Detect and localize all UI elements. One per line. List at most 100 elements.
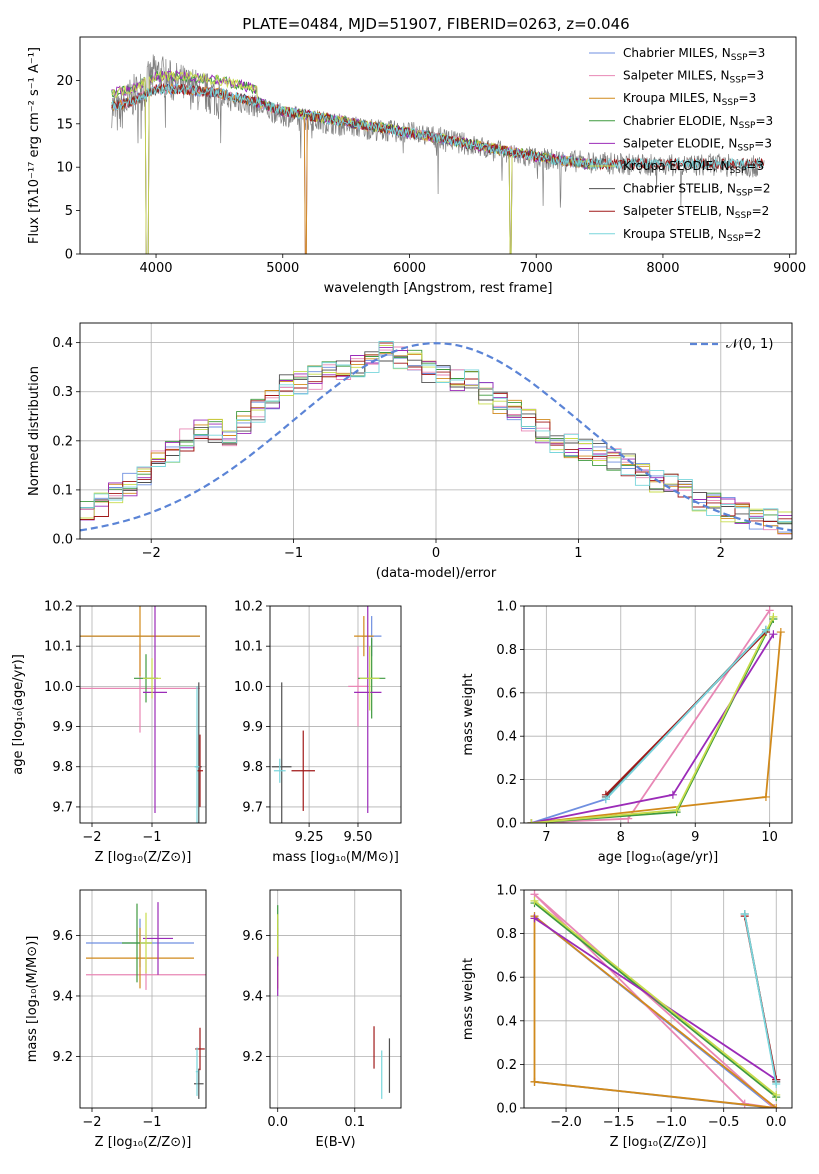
- gaussian-curve: [80, 342, 792, 532]
- weight-marker: [769, 612, 778, 621]
- y-tick-label: 10.0: [234, 680, 263, 695]
- plot-area-weight-vs-age: [524, 606, 792, 823]
- model-spectrum-chabrier-miles: [111, 82, 590, 254]
- y-tick-label: 0.6: [496, 971, 517, 986]
- y-tick-label: 0.2: [496, 1058, 517, 1073]
- x-axis-label: (data-model)/error: [376, 566, 497, 581]
- grid-residuals: [80, 323, 792, 539]
- y-tick-label: 0.4: [52, 336, 73, 351]
- panel-mass-vs-Z: −2 −1 9.2 9.4 9.6 Z [log₁₀(Z/Z⊙)] mass [log₁₀(…: [25, 889, 207, 1150]
- y-axis-label: Normed distribution: [27, 366, 42, 496]
- y-tick-label: 9.6: [242, 929, 263, 944]
- weight-line-kroupa-miles: [533, 914, 778, 1108]
- x-tick-label: 9.50: [344, 830, 373, 845]
- x-tick-label: 0: [432, 546, 440, 561]
- plot-area-mass-vs-EBV: [270, 890, 401, 1108]
- y-axis-label: age [log₁₀(age/yr)]: [11, 654, 26, 775]
- x-axis-label: age [log₁₀(age/yr)]: [598, 850, 719, 865]
- x-tick-label: 6000: [393, 261, 426, 276]
- plot-area-age-vs-mass: [270, 606, 401, 823]
- plot-area-mass-vs-Z: [80, 890, 206, 1108]
- weight-marker: [769, 630, 778, 639]
- y-tick-label: 0.2: [52, 434, 73, 449]
- y-tick-label: 10.2: [44, 600, 73, 615]
- x-tick-label: 9: [691, 830, 699, 845]
- y-tick-label: 0.0: [52, 533, 73, 548]
- errorbar-point: [80, 606, 200, 677]
- y-tick-label: 0.0: [496, 1102, 517, 1117]
- gaussian-legend-label: 𝒩(0, 1): [726, 337, 773, 352]
- frame-mass-vs-Z: [79, 889, 207, 1109]
- spectrum-title: PLATE=0484, MJD=51907, FIBERID=0263, z=0…: [242, 15, 629, 33]
- weight-marker: [776, 628, 785, 637]
- plot-area-spectrum: [111, 54, 765, 254]
- errorbar-point: [143, 606, 167, 813]
- weight-line-chabrier-elodie: [533, 902, 777, 1098]
- weight-marker: [668, 790, 677, 799]
- errorbar-point: [354, 616, 374, 657]
- x-tick-label: 9.25: [295, 830, 324, 845]
- y-tick-label: 0.2: [496, 773, 517, 788]
- x-tick-label: −1.0: [655, 1115, 687, 1130]
- model-spectrum-kroupa-miles: [111, 83, 590, 254]
- x-tick-label: 9000: [773, 261, 806, 276]
- grid-weight-vs-Z: [524, 890, 792, 1108]
- x-tick-label: 8000: [646, 261, 679, 276]
- legend-entry: Kroupa ELODIE, NSSP=3: [623, 159, 764, 176]
- frame-age-vs-mass: [269, 605, 402, 824]
- legend-entry: Kroupa STELIB, NSSP=2: [623, 227, 761, 244]
- frame-spectrum: [79, 36, 797, 255]
- x-tick-label: 5000: [266, 261, 299, 276]
- plot-area-residuals: [80, 323, 792, 539]
- errorbar-point: [291, 730, 315, 811]
- legend-entry: Salpeter MILES, NSSP=3: [623, 69, 764, 86]
- y-tick-label: 5: [65, 204, 73, 219]
- errorbar-point: [273, 758, 286, 783]
- legend-entry: Salpeter ELODIE, NSSP=3: [623, 136, 772, 153]
- x-axis-label: Z [log₁₀(Z/Z⊙)]: [95, 850, 192, 865]
- errorbar-point: [140, 912, 152, 974]
- frame-weight-vs-age: [523, 605, 793, 824]
- x-tick-label: 7000: [520, 261, 553, 276]
- y-tick-label: 9.7: [52, 800, 73, 815]
- legend-entry: Chabrier ELODIE, NSSP=3: [623, 114, 773, 131]
- y-tick-label: 0.8: [496, 927, 517, 942]
- y-tick-label: 0.4: [496, 1014, 517, 1029]
- x-tick-label: 8: [617, 830, 625, 845]
- x-axis-label: E(B-V): [315, 1135, 355, 1150]
- y-axis-label: mass [log₁₀(M/M⊙)]: [25, 936, 40, 1063]
- y-tick-label: 0.4: [496, 730, 517, 745]
- weight-line-kroupa-miles: [531, 631, 782, 823]
- y-axis-label: mass weight: [461, 958, 476, 1040]
- x-tick-label: 0.0: [267, 1115, 288, 1130]
- y-tick-label: 10.2: [234, 600, 263, 615]
- y-axis-label: mass weight: [461, 673, 476, 755]
- panel-residuals: −2 −1 0 1 2 0.0 0.1 0.2 0.3 0.4 (data-model)/error…: [27, 322, 793, 581]
- x-tick-label: 2: [717, 546, 725, 561]
- y-tick-label: 0: [65, 248, 73, 263]
- weight-marker: [761, 625, 770, 634]
- x-tick-label: −1.5: [603, 1115, 635, 1130]
- errorbar-point: [86, 927, 194, 989]
- weight-marker: [530, 1077, 539, 1086]
- x-axis-label: wavelength [Angstrom, rest frame]: [324, 281, 553, 296]
- legend-entry: Chabrier MILES, NSSP=3: [623, 46, 765, 63]
- y-tick-label: 0.0: [496, 817, 517, 832]
- y-tick-label: 0.8: [496, 643, 517, 658]
- y-tick-label: 9.8: [52, 760, 73, 775]
- x-tick-label: 10: [761, 830, 778, 845]
- panel-age-vs-mass: 9.25 9.50 9.7 9.8 9.9 10.0 10.1 10.2 mass [log₁₀…: [234, 600, 402, 865]
- frame-weight-vs-Z: [523, 889, 793, 1109]
- y-tick-label: 9.7: [242, 800, 263, 815]
- weight-line-kroupa-stelib: [605, 629, 767, 800]
- legend-entry: Chabrier STELIB, NSSP=2: [623, 182, 771, 199]
- y-tick-label: 9.9: [242, 720, 263, 735]
- legend-entry: Kroupa MILES, NSSP=3: [623, 91, 756, 108]
- errorbar-point: [359, 646, 380, 711]
- frame-age-vs-Z: [79, 605, 207, 824]
- weight-line-kroupa-elodie: [531, 616, 775, 823]
- errorbar-point: [271, 682, 292, 823]
- y-tick-label: 0.6: [496, 686, 517, 701]
- grid-mass-vs-Z: [80, 890, 206, 1108]
